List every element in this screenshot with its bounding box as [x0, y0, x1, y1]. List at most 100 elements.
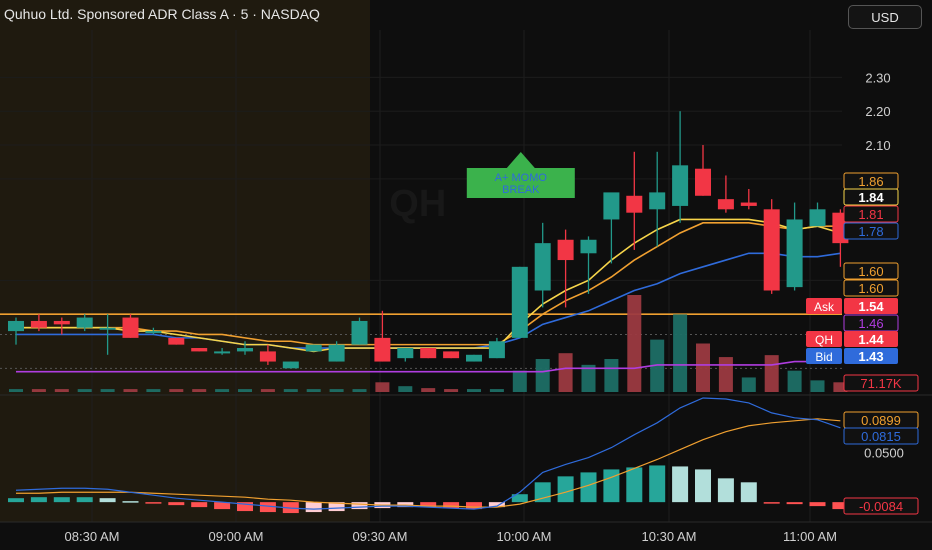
macd-hist-26: [603, 469, 620, 503]
macd-hist-32: [740, 482, 757, 503]
candle-body-16: [374, 337, 391, 362]
candle-body-17: [397, 348, 414, 359]
signal-text-line2: BREAK: [502, 184, 540, 196]
macd-hist-19: [443, 502, 460, 509]
price-label-prefix-9: Bid: [815, 350, 832, 364]
price-tick-0: 2.30: [865, 70, 890, 85]
macd-hist-11: [259, 502, 276, 513]
time-tick-0: 08:30 AM: [65, 529, 120, 544]
macd-hist-9: [214, 502, 231, 510]
volume-bar-9: [215, 389, 230, 392]
candle-body-22: [511, 266, 528, 338]
macd-hist-25: [580, 472, 597, 503]
price-label-9: 1.43: [858, 349, 883, 364]
candle-body-0: [8, 320, 24, 332]
candle-body-30: [695, 168, 711, 196]
price-label-6: 1.54: [858, 299, 884, 314]
price-label-bg-3: [843, 222, 899, 240]
volume-bar-14: [329, 389, 344, 392]
price-label-1: 1.84: [858, 190, 884, 205]
price-label-5: 1.60: [858, 281, 883, 296]
candle-body-19: [443, 351, 460, 359]
candle-body-1: [30, 320, 47, 328]
macd-hist-34: [786, 502, 803, 505]
macd-label-bg-1: [843, 427, 919, 445]
macd-label-0: 0.0899: [861, 413, 901, 428]
volume-bar-12: [283, 389, 298, 392]
currency-button[interactable]: USD: [848, 5, 922, 29]
macd-hist-15: [351, 502, 368, 510]
signal-text-line1: A+ MOMO: [495, 172, 548, 184]
price-label-0: 1.86: [858, 174, 883, 189]
macd-hist-28: [649, 465, 666, 503]
volume-bar-32: [741, 377, 756, 392]
macd-hist-36: [832, 502, 849, 510]
price-label-7: 1.46: [858, 316, 883, 331]
macd-hist-31: [717, 478, 734, 503]
macd-hist-4: [99, 498, 116, 503]
premarket-shade: [0, 0, 370, 522]
candle-body-31: [717, 199, 734, 210]
macd-hist-6: [145, 502, 162, 504]
volume-bar-33: [764, 355, 779, 392]
volume-bar-17: [398, 386, 413, 392]
macd-hist-27: [626, 467, 643, 503]
volume-bar-4: [100, 389, 115, 392]
macd-hist-20: [466, 502, 482, 510]
price-label-prefix-8: QH: [815, 333, 833, 347]
volume-bar-29: [673, 314, 688, 392]
candle-body-29: [672, 165, 689, 206]
candle-body-11: [259, 351, 276, 362]
macd-label-2: -0.0084: [859, 499, 903, 514]
volume-bar-19: [444, 389, 459, 392]
price-tick-1: 2.20: [865, 104, 890, 119]
candle-body-25: [580, 239, 597, 254]
candle-body-26: [603, 192, 620, 220]
macd-tick-0: 0.0500: [864, 446, 904, 461]
macd-line: [15, 397, 841, 510]
volume-bar-18: [421, 388, 436, 392]
volume-label: 71.17K: [860, 376, 902, 391]
macd-hist-10: [237, 502, 253, 512]
macd-hist-33: [763, 502, 780, 504]
macd-hist-7: [168, 502, 185, 506]
candle-body-8: [191, 348, 208, 352]
time-tick-2: 09:30 AM: [353, 529, 408, 544]
price-label-bg-9: [844, 348, 898, 364]
macd-hist-0: [8, 498, 24, 503]
avg-line: [16, 360, 841, 373]
macd-hist-13: [305, 502, 322, 513]
volume-bar-31: [718, 357, 733, 392]
price-label-8: 1.44: [858, 332, 884, 347]
volume-bar-15: [352, 389, 367, 392]
candle-body-9: [214, 351, 231, 354]
volume-bar-13: [306, 389, 321, 392]
volume-bar-10: [238, 389, 252, 392]
candle-body-12: [282, 361, 299, 369]
macd-hist-5: [122, 501, 139, 503]
price-tick-2: 2.10: [865, 138, 890, 153]
symbol-watermark: QH: [389, 183, 446, 225]
candle-body-7: [168, 337, 185, 345]
candle-body-32: [740, 202, 757, 206]
macd-label-1: 0.0815: [861, 429, 901, 444]
volume-bar-23: [535, 359, 550, 392]
candle-body-27: [626, 195, 643, 213]
price-label-prefix-bg-6: [806, 298, 842, 314]
candle-body-10: [237, 348, 253, 352]
volume-bar-7: [169, 389, 184, 392]
volume-bar-8: [192, 389, 207, 392]
candle-body-21: [488, 341, 505, 359]
volume-bar-28: [650, 339, 665, 392]
symbol-title[interactable]: Quhuo Ltd. Sponsored ADR Class A · 5 · N…: [4, 6, 320, 22]
candle-body-23: [534, 243, 551, 291]
time-tick-1: 09:00 AM: [209, 529, 264, 544]
time-tick-5: 11:00 AM: [783, 529, 837, 544]
volume-bar-1: [31, 389, 46, 392]
price-label-bg-2: [843, 205, 899, 223]
macd-signal-line: [16, 418, 841, 508]
price-label-3: 1.78: [858, 224, 883, 239]
price-label-bg-8: [844, 331, 898, 347]
candle-body-13: [305, 344, 322, 352]
